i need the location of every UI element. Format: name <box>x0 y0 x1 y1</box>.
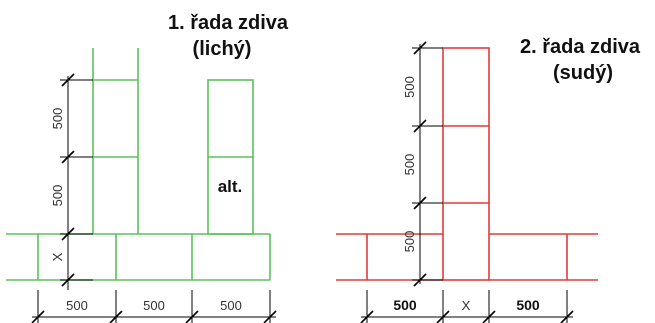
left-wall <box>92 48 139 234</box>
right-base-row <box>336 233 598 281</box>
right-vdim-3: 500 <box>402 231 417 253</box>
right-horizontal-dimensions: 500 X 500 <box>360 290 574 323</box>
left-title-line2: (lichý) <box>193 38 252 60</box>
right-vdim-2: 500 <box>402 154 417 176</box>
right-title-line1: 2. řada zdiva <box>520 36 641 58</box>
left-vdim-2: 500 <box>50 185 65 207</box>
right-hdim-2: 500 <box>516 297 540 313</box>
right-hdim-x: X <box>462 298 471 313</box>
right-vertical-dimensions: 500 500 500 <box>402 41 443 287</box>
left-horizontal-dimensions: 500 500 500 <box>31 290 277 323</box>
left-title-line1: 1. řada zdiva <box>168 12 289 34</box>
alt-label: alt. <box>218 177 243 196</box>
left-vdim-1: 500 <box>50 108 65 130</box>
left-hdim-2: 500 <box>143 298 165 313</box>
left-panel: 1. řada zdiva (lichý) alt. <box>6 12 289 323</box>
left-hdim-1: 500 <box>66 298 88 313</box>
right-vdim-1: 500 <box>402 76 417 98</box>
left-hdim-3: 500 <box>220 298 242 313</box>
left-alt-wall: alt. <box>207 79 254 235</box>
right-wall <box>442 47 490 281</box>
right-panel: 2. řada zdiva (sudý) <box>336 36 641 323</box>
right-hdim-1: 500 <box>393 297 417 313</box>
left-base-row <box>6 233 271 281</box>
left-vertical-dimensions: 500 500 X <box>50 73 93 290</box>
right-title-line2: (sudý) <box>553 62 613 84</box>
left-vdim-x: X <box>50 252 65 261</box>
